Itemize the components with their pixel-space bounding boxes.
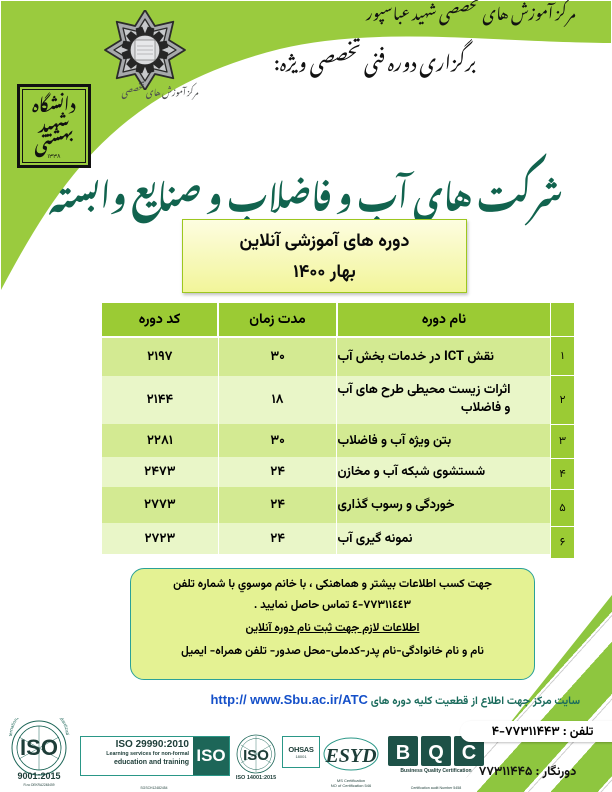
svg-text:9001:2015: 9001:2015 [17,771,60,781]
svg-text:Q: Q [428,742,444,764]
svg-text:ESYD: ESYD [324,745,376,767]
svg-text:ISO 14001:2015: ISO 14001:2015 [236,775,276,781]
svg-text:C: C [462,742,476,764]
svg-text:ISO: ISO [20,735,58,760]
svg-text:R.no DEKRA2248459: R.no DEKRA2248459 [23,783,54,787]
svg-text:B: B [396,742,410,764]
svg-text:ISO: ISO [243,747,269,764]
